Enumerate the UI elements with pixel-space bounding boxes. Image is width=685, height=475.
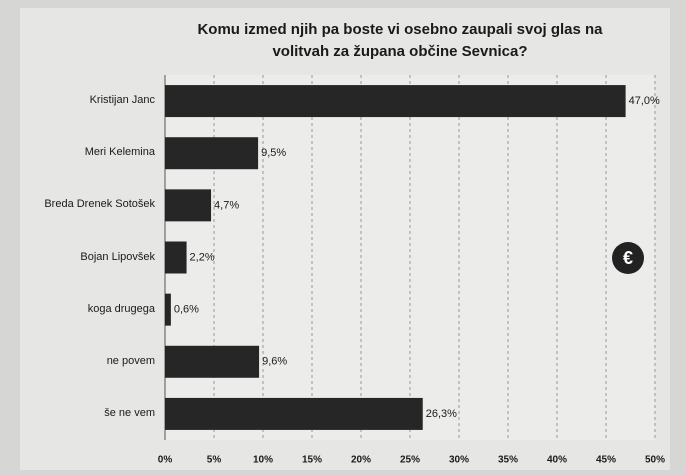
category-label-box: Meri Kelemina	[84, 146, 155, 159]
x-tick-label: 25%	[400, 455, 420, 466]
chart-title: Komu izmed njih pa boste vi osebno zaupa…	[197, 21, 603, 38]
category-label-box: ne povem	[106, 354, 155, 367]
data-label: 4,7%	[214, 199, 239, 211]
logo	[612, 242, 644, 274]
y-tick-label: ne povem	[106, 354, 155, 367]
bar	[165, 85, 626, 118]
x-tick-label: 30%	[449, 455, 469, 466]
category-label-box: koga drugega	[87, 302, 155, 315]
bar	[165, 137, 259, 170]
x-tick-label: 10%	[253, 455, 273, 466]
bar	[165, 345, 260, 378]
x-tick-label: 35%	[498, 455, 518, 466]
x-tick-label: 5%	[207, 455, 222, 466]
data-label: 26,3%	[426, 408, 457, 420]
data-label: 2,2%	[190, 251, 215, 263]
logo-mark: €	[623, 248, 633, 268]
y-tick-label: Breda Drenek Sotošek	[44, 198, 155, 211]
y-tick-label: Meri Kelemina	[84, 146, 155, 159]
data-label: 9,6%	[262, 356, 287, 368]
bar	[165, 241, 187, 274]
category-label-box: Kristijan Janc	[89, 94, 155, 107]
y-tick-label: Kristijan Janc	[89, 94, 155, 107]
x-tick-label: 45%	[596, 455, 616, 466]
x-tick-label: 40%	[547, 455, 567, 466]
bar	[165, 189, 212, 222]
y-tick-label: Bojan Lipovšek	[80, 250, 155, 263]
y-tick-label: še ne vem	[104, 407, 155, 420]
category-label-box: Bojan Lipovšek	[80, 250, 155, 263]
data-label: 47,0%	[629, 95, 660, 107]
category-label-box: še ne vem	[104, 407, 155, 420]
data-label: 9,5%	[261, 147, 286, 159]
bar	[165, 293, 171, 326]
x-tick-label: 20%	[351, 455, 371, 466]
category-label-box: Breda Drenek Sotošek	[44, 198, 155, 211]
x-tick-label: 50%	[645, 455, 665, 466]
chart-title: volitvah za župana občine Sevnica?	[272, 43, 527, 60]
x-tick-label: 0%	[158, 455, 173, 466]
bar	[165, 397, 423, 430]
data-label: 0,6%	[174, 304, 199, 316]
x-tick-label: 15%	[302, 455, 322, 466]
y-tick-label: koga drugega	[87, 302, 155, 315]
